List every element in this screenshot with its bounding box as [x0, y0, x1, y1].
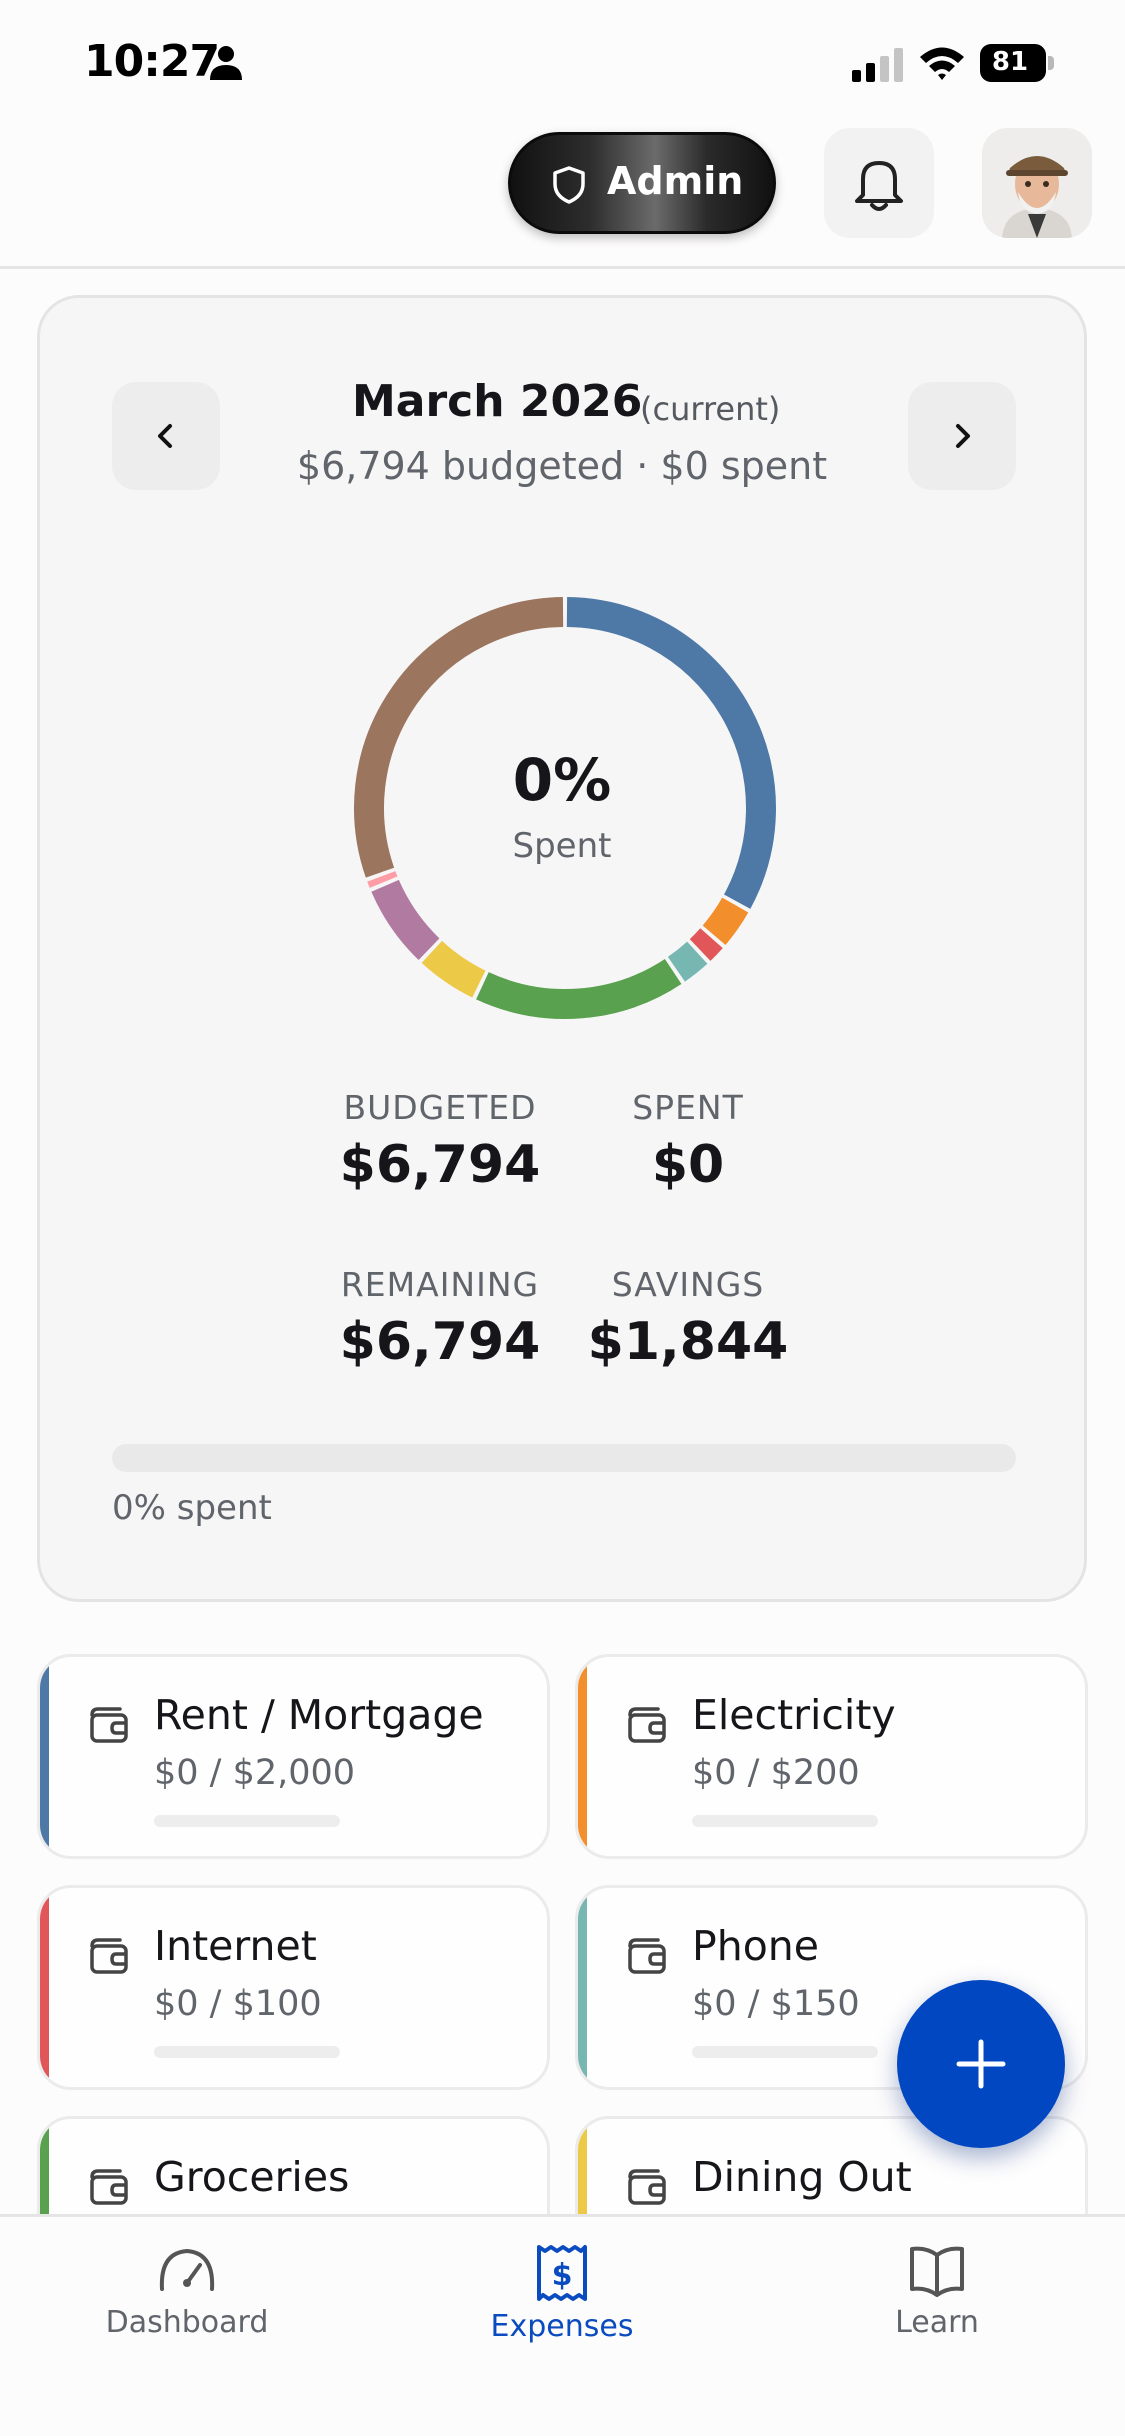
- bell-icon: [855, 161, 903, 211]
- book-icon: [910, 2246, 964, 2297]
- notifications-button[interactable]: [824, 128, 934, 238]
- wallet-icon: [628, 1707, 666, 1743]
- add-expense-button[interactable]: [897, 1980, 1065, 2148]
- previous-month-button[interactable]: [112, 382, 220, 490]
- stat-remaining-value: $6,794: [339, 1312, 541, 1372]
- battery-indicator: 81: [980, 44, 1054, 82]
- category-card-internet[interactable]: Internet $0 / $100: [37, 1885, 550, 2090]
- stat-remaining: REMAINING $6,794: [310, 1265, 570, 1372]
- category-amount: $0 / $2,000: [154, 1753, 356, 1793]
- stat-savings-label: SAVINGS: [611, 1265, 765, 1304]
- spent-progress-bar: [112, 1444, 1016, 1472]
- donut-percent: 0%: [512, 746, 612, 814]
- status-time: 10:27: [84, 36, 220, 87]
- category-accent: [40, 1657, 49, 1856]
- nav-expenses[interactable]: $ Expenses: [432, 2243, 692, 2344]
- spent-progress-text: 0% spent: [112, 1488, 272, 1528]
- stat-remaining-label: REMAINING: [340, 1265, 540, 1304]
- stat-budgeted: BUDGETED $6,794: [310, 1088, 570, 1195]
- stat-spent: SPENT $0: [558, 1088, 818, 1195]
- donut-segment-3: [667, 941, 708, 982]
- chevron-right-icon: [956, 424, 970, 448]
- donut-segment-1: [702, 897, 749, 945]
- monthly-summary-card: March 2026 (current) $6,794 budgeted · $…: [37, 295, 1087, 1602]
- category-name: Rent / Mortgage: [154, 1691, 484, 1739]
- donut-label: Spent: [512, 826, 612, 866]
- current-month-tag: (current): [640, 390, 781, 428]
- category-progress-bar: [154, 1815, 340, 1827]
- stat-savings-value: $1,844: [587, 1312, 789, 1372]
- category-accent: [40, 1888, 49, 2087]
- header-divider: [0, 266, 1125, 269]
- category-progress-bar: [154, 2046, 340, 2058]
- chevron-left-icon: [158, 424, 172, 448]
- donut-segment-6: [371, 879, 440, 960]
- donut-segment-0: [566, 597, 776, 909]
- receipt-icon: $: [537, 2245, 587, 2301]
- category-amount: $0 / $150: [692, 1984, 860, 2024]
- category-card-electricity[interactable]: Electricity $0 / $200: [575, 1654, 1088, 1859]
- wallet-icon: [90, 1938, 128, 1974]
- admin-label: Admin: [607, 159, 744, 203]
- donut-segment-2: [689, 928, 723, 961]
- category-amount: $0 / $100: [154, 1984, 322, 2024]
- category-amount: $0 / $200: [692, 1753, 860, 1793]
- avatar[interactable]: [982, 128, 1092, 238]
- nav-learn[interactable]: Learn: [807, 2243, 1067, 2340]
- stat-spent-value: $0: [651, 1135, 725, 1195]
- battery-level: 81: [991, 47, 1029, 77]
- category-name: Electricity: [692, 1691, 896, 1739]
- category-name: Phone: [692, 1922, 820, 1970]
- stat-savings: SAVINGS $1,844: [558, 1265, 818, 1372]
- category-progress-bar: [692, 2046, 878, 2058]
- category-progress-bar: [692, 1815, 878, 1827]
- category-card-rent[interactable]: Rent / Mortgage $0 / $2,000: [37, 1654, 550, 1859]
- stat-budgeted-label: BUDGETED: [343, 1088, 537, 1127]
- budget-donut-chart: [354, 597, 776, 1019]
- wallet-icon: [628, 1938, 666, 1974]
- category-accent: [578, 1657, 587, 1856]
- donut-segment-7: [367, 871, 398, 888]
- gauge-icon: [159, 2248, 215, 2291]
- nav-dashboard-label: Dashboard: [105, 2305, 269, 2340]
- user-avatar-image: [982, 128, 1092, 238]
- category-accent: [578, 1888, 587, 2087]
- month-subtitle: $6,794 budgeted · $0 spent: [296, 444, 828, 488]
- cellular-signal-icon: [852, 48, 903, 82]
- admin-badge-button[interactable]: Admin: [508, 132, 776, 234]
- month-title: March 2026: [352, 376, 643, 427]
- stat-budgeted-value: $6,794: [339, 1135, 541, 1195]
- nav-dashboard[interactable]: Dashboard: [57, 2243, 317, 2340]
- category-name: Dining Out: [692, 2153, 912, 2201]
- plus-icon: [956, 2039, 1006, 2089]
- donut-segment-4: [476, 958, 682, 1019]
- wifi-icon: [920, 47, 964, 80]
- svg-text:$: $: [552, 2258, 573, 2293]
- bottom-navigation: Dashboard $ Expenses Learn: [0, 2214, 1125, 2436]
- nav-learn-label: Learn: [895, 2305, 979, 2340]
- next-month-button[interactable]: [908, 382, 1016, 490]
- stat-spent-label: SPENT: [632, 1088, 744, 1127]
- wallet-icon: [90, 2169, 128, 2205]
- status-bar: 10:27 81: [0, 0, 1125, 130]
- donut-segment-5: [421, 940, 486, 998]
- person-icon: [210, 46, 242, 80]
- shield-icon: [553, 166, 585, 204]
- category-name: Groceries: [154, 2153, 350, 2201]
- wallet-icon: [628, 2169, 666, 2205]
- category-name: Internet: [154, 1922, 317, 1970]
- wallet-icon: [90, 1707, 128, 1743]
- donut-segment-8: [354, 597, 564, 878]
- nav-expenses-label: Expenses: [490, 2309, 634, 2344]
